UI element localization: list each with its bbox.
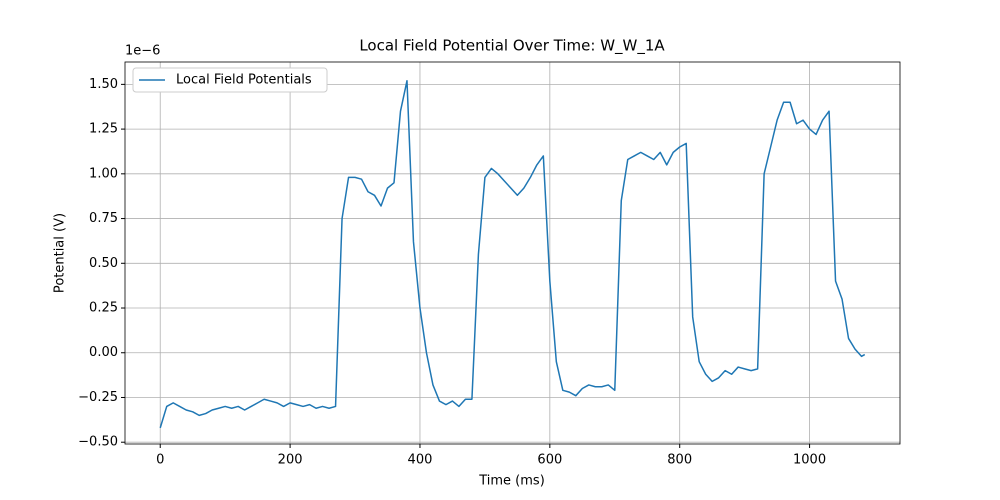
- chart-title: Local Field Potential Over Time: W_W_1A: [359, 37, 665, 56]
- data-line: [159, 80, 866, 429]
- legend-box: [132, 67, 328, 93]
- y-axis-label: Potential (V): [53, 213, 68, 293]
- x-tick-label: 800: [667, 453, 692, 468]
- y-tick-label: 0.50: [89, 256, 118, 271]
- y-offset-label: 1e−6: [125, 44, 160, 59]
- y-tick-label: −0.50: [78, 435, 118, 450]
- y-tick-label: 1.25: [89, 122, 118, 137]
- y-tick-label: 0.75: [89, 211, 118, 226]
- x-tick-label: 600: [537, 453, 562, 468]
- x-axis-label: Time (ms): [478, 474, 545, 489]
- y-tick-label: 1.00: [89, 166, 118, 181]
- x-tick-label: 400: [408, 453, 433, 468]
- x-tick-label: 0: [156, 453, 164, 468]
- x-tick-label: 200: [278, 453, 303, 468]
- y-tick-label: 0.00: [89, 345, 118, 360]
- plot-frame: [124, 61, 901, 445]
- x-tick-label: 1000: [793, 453, 826, 468]
- y-tick-label: 1.50: [89, 77, 118, 92]
- y-tick-label: 0.25: [89, 301, 118, 316]
- y-tick-label: −0.25: [78, 390, 118, 405]
- legend-label: Local Field Potentials: [176, 73, 312, 88]
